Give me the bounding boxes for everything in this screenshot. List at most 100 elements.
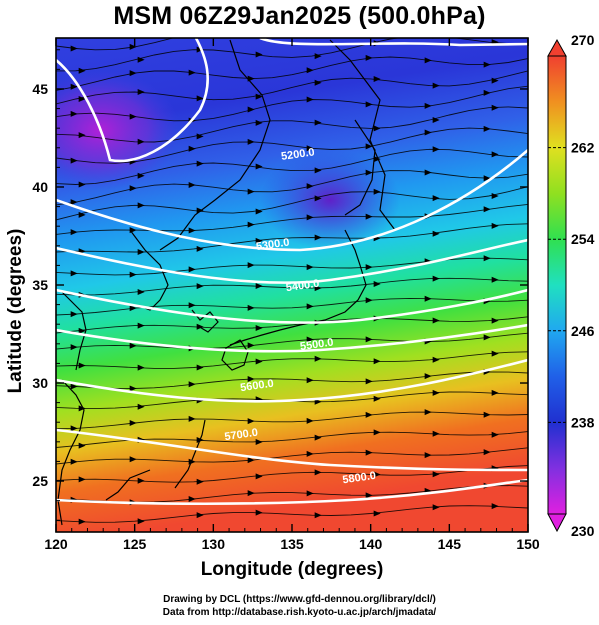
streamline-arrow	[314, 167, 322, 174]
streamline-arrow	[306, 377, 314, 384]
streamline-arrow	[425, 14, 432, 20]
streamline-arrow	[432, 317, 440, 324]
streamline-arrow	[491, 193, 499, 200]
streamline-arrow	[373, 358, 381, 365]
streamline-arrow	[424, 169, 432, 176]
streamline-arrow	[314, 434, 322, 441]
streamline	[56, 70, 528, 105]
streamline-arrow	[483, 449, 491, 456]
streamline-arrow	[314, 119, 322, 126]
streamline-arrow	[483, 89, 491, 96]
streamline-arrow	[78, 442, 86, 449]
streamline-arrow	[314, 398, 322, 405]
x-axis-label: Longitude (degrees)	[200, 559, 384, 580]
colorbar-ramp	[547, 55, 567, 515]
streamline-arrow	[373, 125, 381, 132]
streamline-arrow	[129, 305, 137, 312]
x-tick-label: 140	[359, 536, 383, 552]
streamline-arrow	[137, 518, 145, 525]
streamline-arrow	[129, 185, 137, 192]
streamline-arrow	[432, 146, 440, 153]
streamline-arrow	[255, 473, 263, 480]
x-tick-label: 130	[202, 536, 226, 552]
streamline-arrow	[188, 227, 196, 234]
streamline-arrow	[424, 409, 432, 416]
streamline-arrow	[306, 214, 314, 221]
credit-drawing: Drawing by DCL (https://www.gfd-dennou.o…	[163, 594, 436, 605]
streamline-arrow	[365, 378, 373, 385]
streamline-arrow	[247, 262, 255, 269]
streamline-arrow	[432, 195, 440, 202]
streamline-arrow	[365, 169, 373, 176]
streamline-arrow	[188, 496, 196, 503]
streamline-arrow	[78, 132, 86, 139]
streamline	[56, 316, 528, 334]
streamline-arrow	[306, 96, 314, 103]
streamline-arrow	[483, 334, 491, 341]
x-tick-label: 125	[123, 536, 147, 552]
x-tick-label: 150	[516, 536, 540, 552]
streamline-arrow	[70, 83, 78, 90]
streamline-arrow	[365, 449, 373, 456]
streamline-arrow	[373, 471, 381, 478]
y-axis-label: Latitude (degrees)	[5, 228, 26, 394]
streamline-arrow	[196, 283, 204, 290]
y-axis: 25 30 35 40 45	[32, 49, 528, 521]
streamline-arrow	[196, 160, 204, 167]
streamline-arrow	[196, 364, 204, 371]
coastlines	[57, 39, 396, 526]
streamline-arrow	[432, 116, 440, 123]
streamline-arrow	[70, 425, 78, 432]
streamline-arrow	[189, 30, 196, 36]
streamline-arrow	[314, 195, 322, 202]
streamline-arrow	[424, 102, 432, 109]
streamline-arrow	[491, 389, 499, 396]
streamline-arrow	[129, 419, 137, 426]
streamline-arrow	[247, 304, 255, 311]
streamline-arrow	[129, 43, 137, 50]
streamline-arrow	[366, 28, 373, 34]
streamline-arrow	[188, 381, 196, 388]
streamline	[56, 106, 528, 143]
streamline-arrow	[365, 492, 373, 499]
streamline-arrow	[247, 106, 255, 113]
streamline-arrow	[365, 411, 373, 418]
streamline-arrow	[255, 93, 263, 100]
streamline-arrow	[129, 342, 137, 349]
streamline-arrow	[188, 69, 196, 76]
x-tick-label: 120	[44, 536, 68, 552]
streamline-arrow	[70, 199, 78, 206]
streamline-arrow	[365, 213, 373, 220]
streamline-arrow	[365, 264, 373, 271]
streamline-arrow	[188, 302, 196, 309]
streamline-arrow	[78, 362, 86, 369]
streamline-arrow	[432, 356, 440, 363]
contour-label: 5400.0	[285, 278, 320, 295]
streamline-arrow	[306, 145, 314, 152]
streamline-arrow	[306, 336, 314, 343]
streamline	[56, 148, 528, 185]
streamline-arrow	[306, 450, 314, 457]
streamline	[56, 465, 528, 483]
contour-label: 5600.0	[239, 378, 274, 395]
x-tick-label: 135	[280, 536, 304, 552]
streamline-arrow	[424, 373, 432, 380]
streamline-arrow	[255, 358, 263, 365]
streamline	[56, 505, 528, 523]
streamline-arrow	[255, 237, 263, 244]
streamline-arrow	[314, 285, 322, 292]
streamline-arrow	[491, 151, 499, 158]
streamline-arrow	[70, 458, 78, 465]
streamline-arrow	[137, 202, 145, 209]
streamline-arrow	[255, 282, 263, 289]
colorbar-tick-label: 262	[571, 140, 595, 156]
streamline-arrow	[314, 469, 322, 476]
streamline-arrow	[314, 79, 322, 86]
streamline-arrow	[196, 512, 204, 519]
streamline-arrow	[483, 125, 491, 132]
cold-core-japan-sea	[260, 150, 400, 250]
streamline-arrow	[432, 389, 440, 396]
streamline-arrow	[137, 248, 145, 255]
colorbar-tick-label: 246	[571, 323, 595, 339]
